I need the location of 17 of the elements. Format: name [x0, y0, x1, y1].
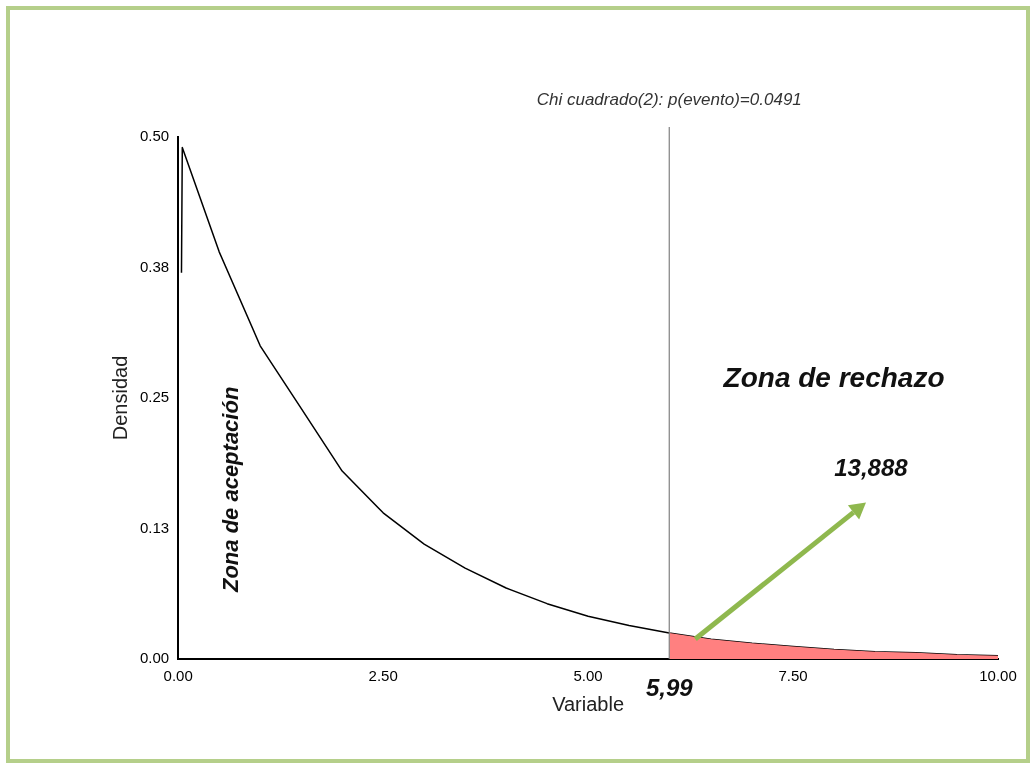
y-tick-label: 0.00	[139, 649, 170, 667]
x-tick-label: 2.50	[368, 667, 398, 685]
y-tick-label: 0.50	[139, 127, 170, 145]
y-axis-title: Densidad	[108, 355, 131, 441]
x-tick-label: 5.00	[573, 667, 603, 685]
x-tick-label: 0.00	[163, 667, 193, 685]
ref-line-label: 5,99	[645, 673, 694, 701]
x-axis-title: Variable	[552, 692, 625, 715]
annotation: Zona de rechazo	[722, 362, 945, 394]
chart-title: Chi cuadrado(2): p(evento)=0.0491	[536, 90, 802, 110]
x-tick-label: 7.50	[778, 667, 808, 685]
annotation: 13,888	[834, 454, 909, 482]
y-tick-label: 0.25	[139, 388, 170, 406]
y-tick-label: 0.13	[139, 518, 170, 536]
x-tick-label: 10.00	[979, 667, 1017, 685]
annotation: Zona de aceptación	[218, 386, 244, 594]
y-tick-label: 0.38	[139, 257, 170, 275]
